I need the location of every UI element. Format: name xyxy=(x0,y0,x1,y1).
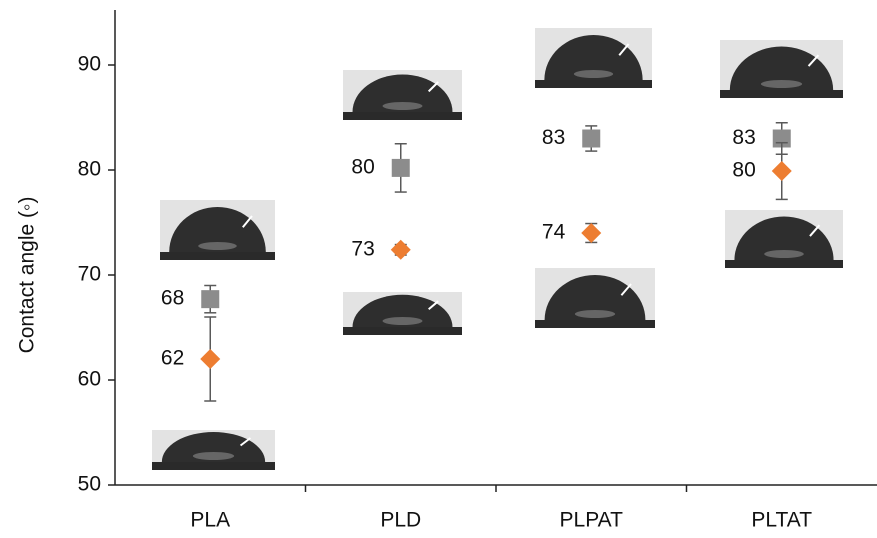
y-axis-label: Contact angle (◦) xyxy=(16,197,39,354)
substrate xyxy=(152,462,275,470)
x-tick-label: PLA xyxy=(190,509,230,532)
substrate xyxy=(535,80,652,88)
droplet-shine xyxy=(193,452,234,460)
droplet-photo xyxy=(343,292,462,335)
data-label: 68 xyxy=(161,287,184,310)
droplet-shine xyxy=(574,70,613,78)
droplet-shine xyxy=(761,80,802,88)
droplet-shine xyxy=(764,250,804,258)
marker-diamond xyxy=(772,161,792,181)
data-label: 80 xyxy=(732,159,755,182)
marker-diamond xyxy=(391,240,411,260)
y-tick-label: 80 xyxy=(78,158,101,181)
substrate xyxy=(160,252,275,260)
y-tick-label: 60 xyxy=(78,368,101,391)
substrate xyxy=(720,90,843,98)
y-tick-label: 70 xyxy=(78,263,101,286)
y-tick-label: 90 xyxy=(78,53,101,76)
droplet-shine xyxy=(383,102,423,110)
data-label: 83 xyxy=(542,126,565,149)
droplet-shine xyxy=(575,310,615,318)
chart: Contact angle (◦) 50 60 70 80 90 PLA PLD PLPAT P… xyxy=(0,0,877,538)
substrate xyxy=(535,320,655,328)
data-label: 74 xyxy=(542,221,566,244)
droplet-photo xyxy=(152,430,275,470)
x-tick-label: PLD xyxy=(380,509,421,532)
y-tick-label: 50 xyxy=(78,473,101,496)
droplet-photo xyxy=(720,40,843,98)
data-label: 62 xyxy=(161,347,184,370)
marker-square xyxy=(582,130,600,148)
substrate xyxy=(343,327,462,335)
data-label: 83 xyxy=(732,126,755,149)
droplet-photo xyxy=(343,70,462,120)
droplet-photo xyxy=(535,268,655,328)
marker-square xyxy=(392,159,410,177)
data-label: 80 xyxy=(351,155,374,178)
x-tick-label: PLTAT xyxy=(751,509,812,532)
droplet-shine xyxy=(198,242,237,250)
data-label: 73 xyxy=(351,237,374,260)
substrate xyxy=(725,260,843,268)
droplet-shine xyxy=(383,317,423,325)
substrate xyxy=(343,112,462,120)
marker-square xyxy=(201,290,219,308)
marker-diamond xyxy=(200,349,220,369)
droplet-photo xyxy=(160,200,275,260)
droplet-photo xyxy=(535,28,652,88)
x-tick-label: PLPAT xyxy=(560,509,624,532)
marker-diamond xyxy=(581,223,601,243)
droplet-photo xyxy=(725,210,843,268)
